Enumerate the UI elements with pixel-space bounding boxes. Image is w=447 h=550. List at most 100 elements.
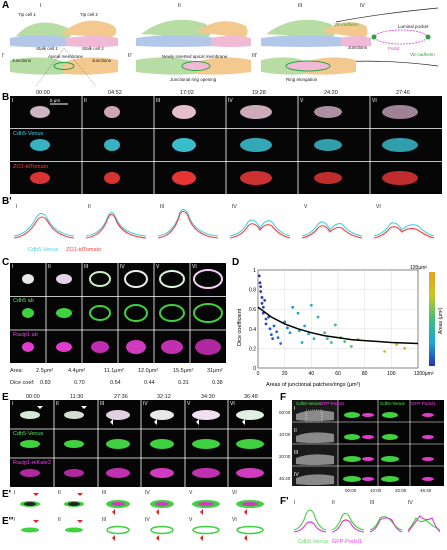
fp-legend-green: Cdh5-Venus bbox=[298, 539, 329, 545]
stage-i-label: I bbox=[40, 3, 42, 9]
junctions-right-label: Junctions bbox=[92, 58, 112, 63]
ep-roman-1: II bbox=[58, 490, 61, 496]
bp-roman-2: III bbox=[160, 204, 165, 210]
fp-roman-3: IV bbox=[408, 500, 413, 506]
b-time-1: 04:52 bbox=[108, 90, 122, 96]
c-dice-5: 0.38 bbox=[212, 380, 223, 386]
f-header-green-2: Cdh5-Venus bbox=[380, 401, 405, 406]
b-time-0: 00:00 bbox=[36, 90, 50, 96]
x-tick-label: 20 bbox=[282, 371, 288, 377]
panel-c-grid bbox=[10, 263, 226, 363]
scatter-point bbox=[268, 327, 272, 331]
ep-roman-2: III bbox=[102, 490, 107, 496]
e-roman-4: V bbox=[187, 401, 191, 407]
b-row1-merge bbox=[30, 105, 418, 119]
scatter-point bbox=[383, 349, 387, 353]
dice-scatter-chart: 0 20 40 60 80 100 120 0 0.2 0.4 0.6 0.8 1 120μm² 0μm… bbox=[237, 265, 444, 388]
c-area-2: 11.1μm² bbox=[104, 368, 124, 374]
x-tick-label: 100 bbox=[387, 371, 396, 377]
stage-iii-prime-label: III' bbox=[252, 53, 258, 59]
profile-1-red bbox=[13, 216, 75, 239]
y-tick-label: 1 bbox=[253, 268, 256, 274]
panel-a-label: A bbox=[2, 0, 10, 11]
x-tick-label: 120 bbox=[414, 371, 423, 377]
edd-roman-1: II bbox=[58, 517, 61, 523]
panel-b-label: B bbox=[2, 92, 10, 103]
f-roman-2: III bbox=[294, 450, 299, 456]
e-row2-green bbox=[20, 439, 264, 449]
panel-eprime-label: E' bbox=[2, 489, 12, 500]
fp-roman-2: III bbox=[370, 500, 375, 506]
f-time-2: 20:00 bbox=[279, 454, 291, 459]
bp-roman-4: V bbox=[304, 204, 308, 210]
profile-6-red bbox=[373, 226, 435, 239]
scatter-point bbox=[261, 305, 265, 309]
scatter-point bbox=[259, 285, 263, 289]
c-dice-4: 0.31 bbox=[178, 380, 189, 386]
b-roman-5: VI bbox=[372, 98, 377, 104]
e-time-5: 36:48 bbox=[244, 394, 258, 400]
chart-ticks: 0 20 40 60 80 100 120 0 0.2 0.4 0.6 0.8 1 bbox=[249, 268, 422, 377]
b-grid-lines bbox=[10, 96, 442, 194]
scatter-point bbox=[276, 336, 280, 340]
c-area-1: 4.4μm² bbox=[68, 368, 86, 374]
fp-profile-3-mag bbox=[369, 517, 403, 533]
tip-cell-2-label: Tip cell 2 bbox=[80, 12, 98, 17]
x-tick-label: 80 bbox=[362, 371, 368, 377]
colorbar-max-label: 120μm² bbox=[410, 265, 427, 271]
f-bottom-time-2: 20:00 bbox=[395, 488, 407, 493]
stage-ii-prime-cells bbox=[136, 57, 251, 75]
x-tick-label: 40 bbox=[309, 371, 315, 377]
edd-roman-4: V bbox=[189, 517, 193, 523]
scatter-point bbox=[263, 298, 267, 302]
e-time-2: 27:36 bbox=[114, 394, 128, 400]
scatter-point bbox=[300, 341, 304, 344]
f-time-0: 00:00 bbox=[279, 410, 291, 415]
ep-roman-3: IV bbox=[145, 490, 150, 496]
scatter-point bbox=[303, 324, 307, 328]
b-time-3: 19:28 bbox=[252, 90, 266, 96]
panel-d-chart: 0 20 40 60 80 100 120 0 0.2 0.4 0.6 0.8 1 120μm² 0μm… bbox=[236, 262, 446, 388]
scatter-point bbox=[309, 303, 313, 307]
newly-inserted-label: Newly inserted apical membrane bbox=[162, 54, 228, 59]
ep-roman-0: I bbox=[14, 490, 16, 496]
b-time-4: 24:20 bbox=[324, 90, 338, 96]
f-green-col bbox=[343, 412, 399, 482]
profile-2-cyan bbox=[85, 211, 147, 237]
profile-6-cyan bbox=[373, 222, 435, 237]
e-roman-3: IV bbox=[143, 401, 148, 407]
fp-profile-2-green bbox=[331, 512, 365, 531]
fp-roman-0: I bbox=[294, 500, 296, 506]
edd-roman-0: I bbox=[14, 517, 16, 523]
scatter-point bbox=[271, 337, 275, 340]
ep-roman-4: V bbox=[189, 490, 193, 496]
chart-grid bbox=[257, 269, 419, 369]
y-tick-label: 0.6 bbox=[249, 307, 256, 313]
profile-4-red bbox=[229, 223, 291, 239]
b-time-2: 17:02 bbox=[180, 90, 194, 96]
junctions-left-label: Junctions bbox=[12, 58, 32, 63]
scatter-point bbox=[257, 274, 261, 278]
b-roman-2: III bbox=[156, 98, 161, 104]
c-area-5: 31μm² bbox=[207, 368, 223, 374]
e-arrows bbox=[37, 406, 245, 425]
e-row-label-rasip1: Rasip1-mKate2 bbox=[13, 460, 51, 466]
e-row3-magenta bbox=[20, 468, 264, 478]
c-area-4: 15.5μm² bbox=[173, 368, 194, 374]
scatter-point bbox=[312, 337, 316, 340]
scatter-point bbox=[260, 301, 264, 305]
b-row-label-zo1: ZO1-tdTomato bbox=[13, 164, 49, 170]
edd-roman-3: IV bbox=[145, 517, 150, 523]
f-roman-1: II bbox=[294, 428, 297, 434]
stage-i-cells bbox=[10, 20, 118, 47]
chart-colorbar bbox=[429, 272, 435, 366]
apical-membrane-label: Apical membrane bbox=[48, 54, 84, 59]
scatter-point bbox=[264, 322, 268, 326]
profile-5-cyan bbox=[301, 221, 363, 237]
c-dice-label: Dice coef: bbox=[10, 380, 35, 386]
stage-iv-label: IV bbox=[360, 3, 365, 9]
f-bottom-time-1: 10:00 bbox=[370, 488, 382, 493]
panel-c-label: C bbox=[2, 257, 10, 268]
scatter-point bbox=[323, 331, 327, 335]
f-roman-3: IV bbox=[294, 472, 299, 478]
